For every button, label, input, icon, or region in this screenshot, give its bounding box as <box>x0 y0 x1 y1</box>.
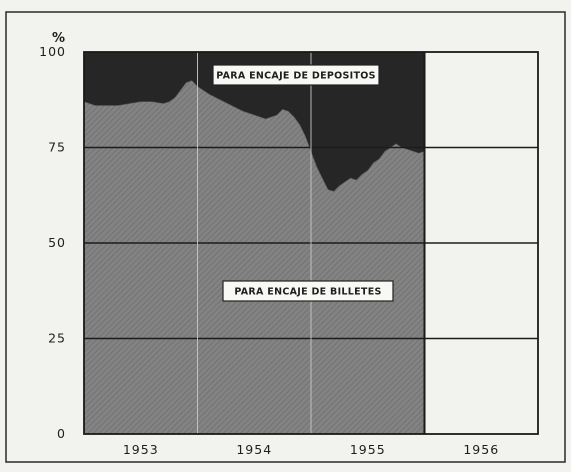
figure-border <box>5 11 566 463</box>
series-labels: PARA ENCAJE DE DEPOSITOS PARA ENCAJE DE B… <box>212 64 394 302</box>
x-tick-label: 1956 <box>463 442 499 457</box>
y-tick-label: 75 <box>48 140 66 155</box>
label-depositos: PARA ENCAJE DE DEPOSITOS <box>212 64 380 86</box>
x-axis-ticks: 1953 1954 1955 1956 <box>123 442 499 457</box>
x-tick-label: 1953 <box>123 442 159 457</box>
plot-area <box>83 51 539 435</box>
label-billetes-box <box>222 280 394 302</box>
y-tick-label: 50 <box>48 235 66 250</box>
y-axis-ticks: 0 25 50 75 100 <box>39 44 66 441</box>
x-tick-label: 1954 <box>236 442 272 457</box>
x-tick-label: 1955 <box>350 442 386 457</box>
label-depositos-box <box>212 64 380 86</box>
y-tick-label: 100 <box>39 44 66 59</box>
label-depositos-text: PARA ENCAJE DE DEPOSITOS <box>216 71 376 82</box>
label-billetes: PARA ENCAJE DE BILLETES <box>222 280 394 302</box>
plot-frame <box>83 51 539 435</box>
y-axis-unit: % <box>52 31 65 46</box>
y-tick-label: 25 <box>48 331 66 346</box>
label-billetes-text: PARA ENCAJE DE BILLETES <box>234 287 381 298</box>
y-tick-label: 0 <box>57 426 66 441</box>
